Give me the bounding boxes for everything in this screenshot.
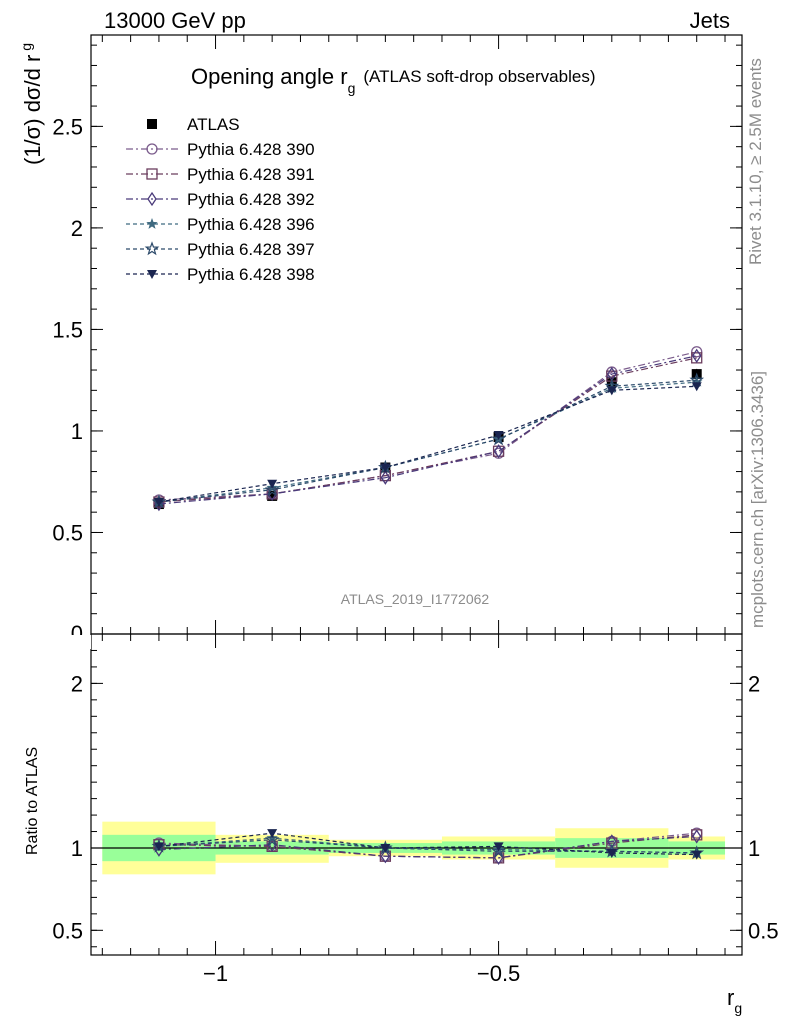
legend-marker	[146, 168, 158, 180]
series-line	[158, 355, 697, 505]
xlabel-text: r	[727, 985, 734, 1010]
ratio-point	[380, 844, 391, 853]
header-left: 13000 GeV pp	[104, 8, 246, 33]
ratio-y-tick-label-right: 1	[748, 836, 760, 861]
ratio-line	[158, 837, 697, 854]
legend-marker	[147, 191, 157, 207]
legend-label: Pythia 6.428 391	[187, 165, 315, 184]
ratio-point	[267, 829, 278, 839]
legend-entry-pythia-6-428-390: Pythia 6.428 390	[126, 140, 315, 159]
watermark: ATLAS_2019_I1772062	[341, 591, 490, 607]
ratio-y-tick-label: 1	[71, 836, 83, 861]
plot-title: Opening angle rg (ATLAS soft-drop observa…	[191, 64, 595, 96]
xlabel: rg	[727, 985, 742, 1016]
ratio-frame	[90, 633, 743, 956]
main-y-tick-label: 2.5	[52, 114, 83, 139]
legend-label: Pythia 6.428 396	[187, 215, 315, 234]
data-point	[380, 470, 391, 485]
data-point	[606, 386, 617, 396]
x-tick-label: −1	[203, 961, 228, 986]
data-point	[493, 431, 504, 441]
legend: ATLAS Pythia 6.428 390 Pythia 6.428 391 Pyt…	[126, 115, 315, 284]
ratio-series	[151, 827, 705, 866]
ratio-point	[493, 842, 504, 852]
data-point	[491, 431, 506, 446]
ratio-point	[691, 850, 702, 860]
data-point	[691, 382, 702, 392]
legend-label: Pythia 6.428 392	[187, 190, 315, 209]
plot-title-sub: g	[348, 80, 356, 96]
data-point	[606, 377, 617, 388]
x-tick-label: −0.5	[477, 961, 520, 986]
legend-entry-pythia-6-428-398: Pythia 6.428 398	[126, 265, 315, 284]
legend-label: Pythia 6.428 397	[187, 240, 315, 259]
legend-marker	[144, 241, 160, 256]
series-line	[158, 381, 697, 503]
main-y-tick-label: 1.5	[52, 317, 83, 342]
ylabel-ratio: Ratio to ATLAS	[24, 747, 41, 855]
series-line	[158, 385, 697, 503]
data-point	[493, 444, 504, 459]
ratio-line	[158, 839, 697, 854]
data-point	[153, 498, 164, 508]
legend-marker	[146, 218, 158, 229]
legend-marker	[146, 143, 158, 155]
plot-title-note: (ATLAS soft-drop observables)	[363, 67, 595, 86]
ratio-line	[158, 835, 697, 859]
data-point	[691, 376, 703, 388]
data-point	[267, 479, 278, 489]
ratio-point	[153, 842, 164, 852]
ylabel-main-sub: g	[18, 43, 34, 51]
header-right: Jets	[690, 8, 730, 33]
series-pythia-6-428-397	[151, 372, 705, 509]
legend-entry-atlas: ATLAS	[147, 115, 240, 134]
legend-label: Pythia 6.428 398	[187, 265, 315, 284]
main-y-tick-label: 0.5	[52, 520, 83, 545]
legend-label: Pythia 6.428 390	[187, 140, 315, 159]
ratio-point	[264, 832, 280, 847]
label-mask	[61, 635, 91, 649]
axes-layer: 0.511.522.500.5 0.51 12 2−1 −0.5	[52, 34, 779, 986]
series-line	[158, 379, 697, 503]
data-point	[380, 463, 391, 473]
ratio-point	[606, 848, 617, 858]
legend-entry-pythia-6-428-391: Pythia 6.428 391	[126, 165, 315, 184]
series-pythia-6-428-390	[153, 346, 703, 506]
main-y-tick-label: 1	[71, 419, 83, 444]
ratio-y-tick-label: 0.5	[52, 918, 83, 943]
mcplots-label: mcplots.cern.ch [arXiv:1306.3436]	[748, 371, 767, 628]
series-pythia-6-428-398	[153, 382, 702, 508]
series-pythia-6-428-392	[154, 348, 702, 512]
ratio-series-pythia-6-428-398	[153, 829, 702, 860]
ratio-y-tick-label-right: 2	[748, 671, 760, 696]
xlabel-sub: g	[734, 1000, 742, 1016]
ratio-point	[691, 829, 702, 844]
legend-entry-pythia-6-428-397: Pythia 6.428 397	[126, 240, 315, 259]
legend-marker	[147, 119, 157, 129]
main-series	[151, 346, 705, 512]
legend-entry-pythia-6-428-392: Pythia 6.428 392	[126, 190, 315, 209]
ratio-line	[158, 832, 697, 856]
ratio-point	[491, 843, 506, 858]
legend-entry-pythia-6-428-396: Pythia 6.428 396	[126, 215, 315, 234]
data-point	[264, 482, 280, 497]
series-pythia-6-428-391	[153, 352, 703, 508]
legend-marker	[147, 270, 157, 279]
ratio-y-tick-label: 2	[71, 671, 83, 696]
ylabel-main: (1/σ) dσ/d r g	[18, 43, 45, 165]
ratio-point	[380, 849, 391, 864]
data-point	[267, 490, 278, 501]
main-y-tick-label: 2	[71, 216, 83, 241]
plot-title-main: Opening angle r	[191, 64, 348, 89]
data-point	[691, 346, 703, 358]
series-pythia-6-428-396	[153, 376, 703, 507]
data-point	[691, 348, 702, 363]
legend-label: ATLAS	[187, 115, 240, 134]
ratio-y-tick-label-right: 0.5	[748, 918, 779, 943]
rivet-label: Rivet 3.1.10, ≥ 2.5M events	[746, 58, 765, 265]
ylabel-main-text: (1/σ) dσ/d r	[20, 55, 45, 165]
